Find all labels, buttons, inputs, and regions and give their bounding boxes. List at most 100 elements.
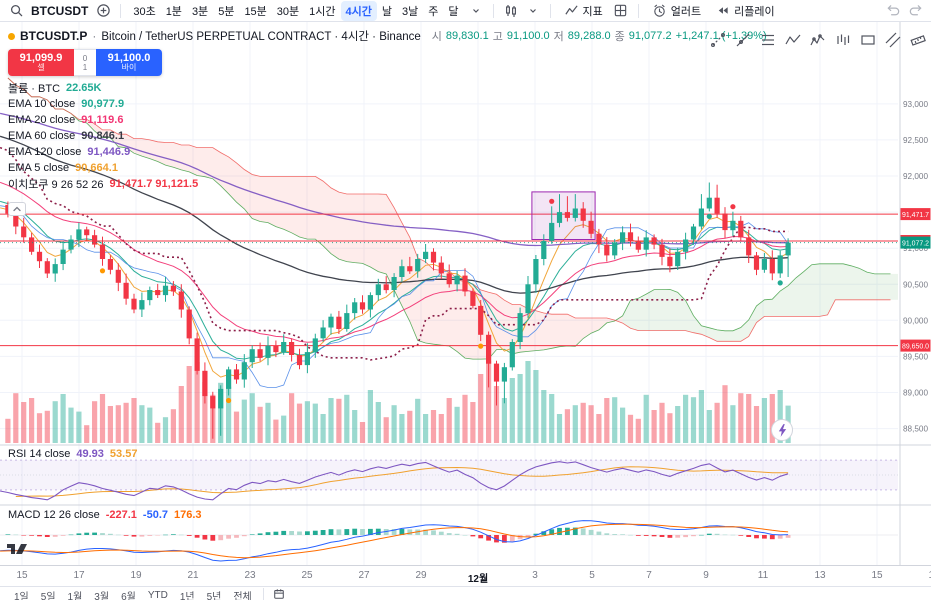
svg-text:91,077.2: 91,077.2 [902,239,929,248]
rsi-legend[interactable]: RSI 14 close 49.93 53.57 [8,448,137,460]
time-label: 19 [130,570,142,581]
svg-text:89,500: 89,500 [903,352,929,361]
legend-label: EMA 120 close [8,146,82,158]
legend-label: EMA 10 close [8,98,76,110]
bars-pattern-tool-icon[interactable] [832,29,854,51]
macd-legend[interactable]: MACD 12 26 close -227.1 -50.7 176.3 [8,509,202,521]
open-value: 89,830.1 [445,30,489,42]
time-label: 21 [187,570,199,581]
interval-button-8[interactable]: 날 [377,1,397,21]
interval-button-4[interactable]: 15분 [239,1,271,21]
spread-box: 0 1 [74,49,96,76]
replay-button[interactable]: 리플레이 [709,1,780,21]
rsi-value-1: 49.93 [76,448,104,460]
ohlc-values: 시 89,830.1 고 91,100.0 저 89,288.0 종 91,077.2 … [432,28,767,44]
calendar-icon[interactable] [269,588,289,600]
symbol-description: Bitcoin / TetherUS PERPETUAL CONTRACT · … [101,31,421,43]
legend-row[interactable]: 이치모쿠 9 26 52 26 91,471.7 91,121.5 [8,176,198,192]
range-button-7[interactable]: 5년 [201,588,228,600]
legend-value: 90,977.9 [81,98,125,110]
macd-value-1: -227.1 [105,509,137,521]
svg-text:91,471.7: 91,471.7 [902,210,929,219]
interval-chevron-icon[interactable] [466,2,486,20]
parallel-channel-tool-icon[interactable] [882,29,904,51]
fib-retracement-tool-icon[interactable] [757,29,779,51]
bottom-toolbar: 1일 5일 1월 3월 6월 YTD 1년 5년 전체 [0,586,931,600]
legend-row[interactable]: EMA 20 close 91,119.6 [8,112,198,128]
range-button-0[interactable]: 1일 [8,588,35,600]
divider [120,3,122,18]
legend-value: 91,446.9 [87,146,131,158]
open-label: 시 [431,31,442,43]
range-button-5[interactable]: YTD [142,588,174,600]
drawing-toolbar [707,29,929,51]
search-icon[interactable] [6,2,26,20]
legend-label: EMA 60 close [8,130,76,142]
legend-row[interactable]: EMA 120 close 91,446.9 [8,144,198,160]
time-label: 17 [73,570,85,581]
interval-button-9[interactable]: 3날 [397,1,423,21]
trend-line-tool-icon[interactable] [707,29,729,51]
undo-icon[interactable] [883,2,903,20]
interval-button-10[interactable]: 주 [423,1,443,21]
sell-price: 91,099.9 [19,51,63,64]
replay-label: 리플레이 [734,5,775,18]
range-button-3[interactable]: 3월 [88,588,115,600]
buy-button[interactable]: 91,100.0 바이 [96,49,162,76]
legend-label: EMA 5 close [8,162,70,174]
indicators-button[interactable]: 지표 [558,1,609,21]
range-button-8[interactable]: 전체 [227,588,257,600]
interval-button-2[interactable]: 3분 [187,1,213,21]
ray-line-tool-icon[interactable] [732,29,754,51]
range-button-6[interactable]: 1년 [174,588,201,600]
redo-icon[interactable] [905,2,925,20]
legend-row[interactable]: EMA 5 close 90,664.1 [8,160,198,176]
interval-button-6[interactable]: 1시간 [304,1,340,21]
svg-text:88,500: 88,500 [903,425,929,434]
range-button-2[interactable]: 1월 [62,588,89,600]
tradingview-logo[interactable] [6,542,28,560]
indicator-legend: 볼륨 · BTC 22.65K EMA 10 close 90,977.9 EMA 20… [8,80,198,192]
legend-row[interactable]: 볼륨 · BTC 22.65K [8,80,198,96]
time-label: 25 [301,570,313,581]
interval-group: 30초 1분 3분 5분 15분 30분 1시간 4시간 날 3날 주 달 [128,0,463,21]
interval-button-1[interactable]: 1분 [161,1,187,21]
zigzag-tool-icon[interactable] [782,29,804,51]
elliott-wave-tool-icon[interactable] [807,29,829,51]
sell-button[interactable]: 91,099.9 셀 [8,49,74,76]
legend-label: 이치모쿠 9 26 52 26 [8,179,104,191]
interval-button-11[interactable]: 달 [443,1,463,21]
interval-button-7[interactable]: 4시간 [340,0,377,21]
symbol-search-button[interactable]: BTCUSDT [31,3,89,18]
legend-collapse-button[interactable] [8,202,26,216]
time-label: 17 [928,570,931,581]
low-label: 저 [553,31,564,43]
time-axis[interactable]: 15 17 19 21 23 25 27 29 12월 3 5 7 9 11 13 15 17 [0,565,931,586]
interval-button-0[interactable]: 30초 [128,1,160,21]
buy-price: 91,100.0 [107,51,151,64]
add-symbol-icon[interactable] [93,2,113,20]
interval-button-3[interactable]: 5분 [213,1,239,21]
legend-row[interactable]: EMA 10 close 90,977.9 [8,96,198,112]
symbol-title[interactable]: BTCUSDT.P [20,29,88,43]
time-label: 23 [244,570,256,581]
time-label: 5 [589,570,595,581]
symbol-flag-dot[interactable] [8,32,15,40]
rectangle-tool-icon[interactable] [857,29,879,51]
layout-grid-icon[interactable] [611,2,631,20]
price-chart-canvas[interactable]: 88,50089,00089,50090,00090,50091,00091,5… [0,22,931,565]
close-label: 종 [614,31,625,43]
ruler-tool-icon[interactable] [907,29,929,51]
buy-sell-widget: 91,099.9 셀 0 1 91,100.0 바이 [8,49,162,76]
legend-row[interactable]: EMA 60 close 90,846.1 [8,128,198,144]
alert-button[interactable]: 얼러트 [646,1,707,21]
legend-value: 90,846.1 [81,130,125,142]
legend-value: 91,471.7 91,121.5 [109,178,199,190]
chart-type-candles-icon[interactable] [501,2,521,20]
range-button-4[interactable]: 6월 [115,588,142,600]
interval-button-5[interactable]: 30분 [272,1,304,21]
chart-type-chevron-icon[interactable] [523,2,543,20]
svg-text:89,650.0: 89,650.0 [902,342,929,351]
range-button-1[interactable]: 5일 [35,588,62,600]
quick-trade-lightning-button[interactable] [771,419,793,441]
